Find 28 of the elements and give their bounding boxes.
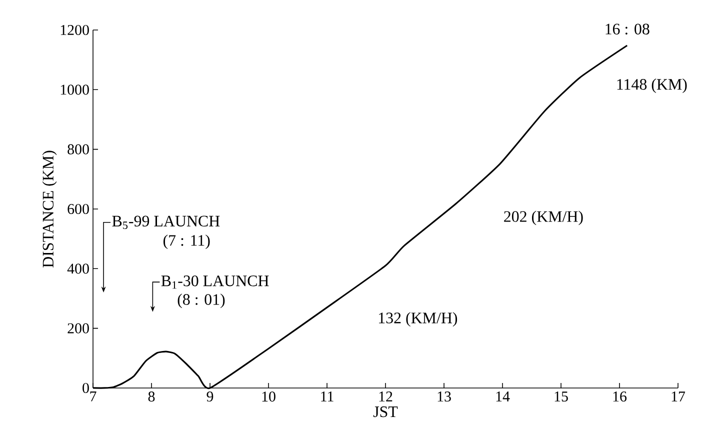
y-tick-label: 1000 [60, 84, 89, 95]
x-axis-title: JST [373, 406, 398, 418]
x-tick-label: 12 [379, 392, 392, 402]
x-tick-label: 10 [262, 392, 276, 402]
x-tick-label: 9 [206, 392, 214, 402]
x-tick-label: 14 [496, 392, 510, 402]
x-tick-label: 7 [90, 392, 96, 402]
x-tick-label: 8 [148, 392, 155, 402]
y-tick-label: 1200 [60, 24, 89, 36]
annotation: 132 (KM/H) [379, 312, 458, 327]
x-tick-label: 11 [321, 392, 334, 402]
annotation: 1148 (KM) [617, 78, 687, 93]
y-tick-label: 200 [68, 323, 89, 334]
y-tick-label: 600 [68, 204, 89, 214]
annotation: (8 : 01) [178, 294, 225, 308]
y-tick-label: 800 [68, 144, 89, 154]
y-tick-label: 0 [82, 382, 89, 394]
y-axis-title: DISTANCE (KM) [42, 150, 57, 268]
annotation: (7 : 11) [163, 234, 210, 250]
annotation: B$_{5}$-99 LAUNCH [112, 216, 220, 230]
x-tick-label: 15 [554, 392, 568, 402]
x-tick-label: 16 [613, 392, 627, 402]
x-tick-label: 17 [672, 392, 686, 402]
x-tick-label: 13 [438, 392, 451, 402]
annotation: 202 (KM/H) [504, 210, 583, 226]
annotation: 16 : 08 [606, 24, 650, 35]
y-tick-label: 400 [67, 264, 89, 274]
annotation: B$_{1}$-30 LAUNCH [161, 275, 269, 289]
